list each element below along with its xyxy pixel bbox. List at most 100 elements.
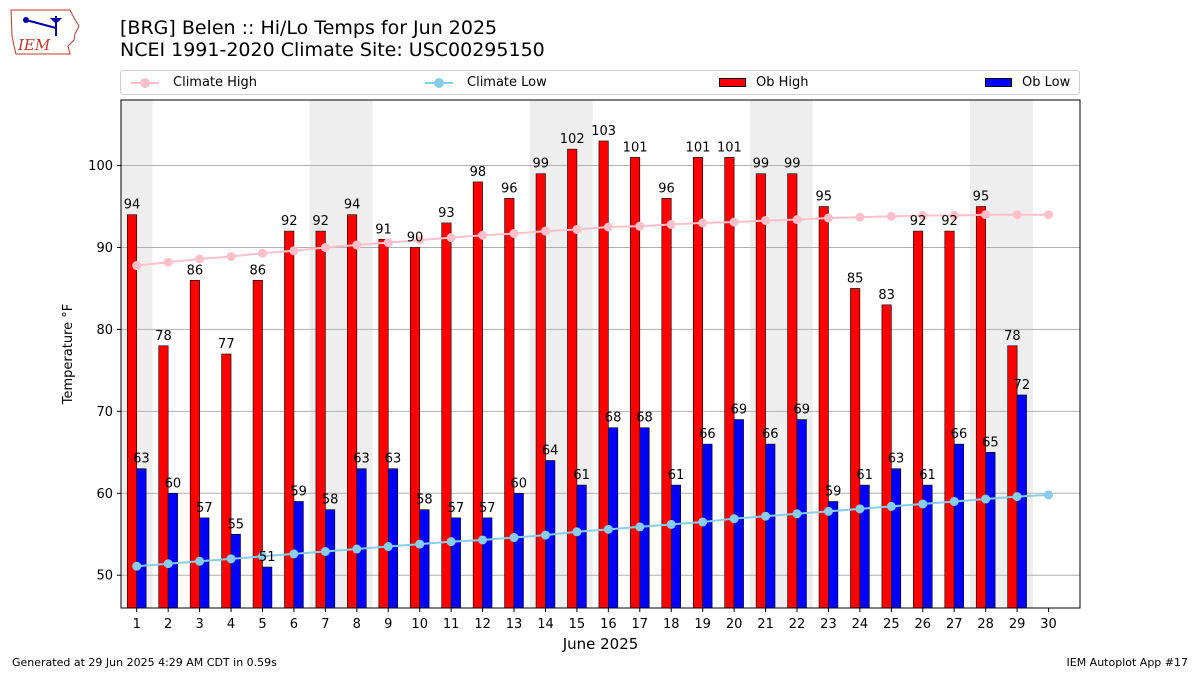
legend-label: Ob Low [1022, 75, 1071, 90]
legend-ob-high: Ob High [719, 71, 809, 94]
climate-low-swatch [425, 77, 453, 88]
ob-high-bar [755, 173, 766, 609]
y-tick-label: 100 [88, 159, 113, 174]
ob-low-bar [859, 484, 870, 609]
ob-high-bar [661, 198, 672, 609]
climate-low-point [320, 546, 330, 556]
ob-high-label: 86 [187, 263, 204, 278]
climate-low-point [352, 544, 362, 554]
x-tick-label: 1 [133, 617, 141, 632]
iem-logo: IEM [10, 9, 80, 55]
ob-low-label: 60 [165, 476, 182, 491]
climate-high-swatch [131, 77, 159, 88]
x-tick-label: 27 [946, 617, 963, 632]
ob-high-label: 92 [941, 214, 958, 229]
ob-low-bar [953, 443, 964, 609]
ob-low-label: 60 [510, 476, 527, 491]
x-tick-label: 11 [443, 617, 460, 632]
ob-high-label: 85 [847, 271, 864, 286]
climate-high-point [383, 238, 393, 248]
x-tick-label: 2 [164, 617, 172, 632]
climate-high-point [226, 251, 236, 261]
ob-high-label: 103 [591, 124, 616, 139]
climate-low-point [792, 509, 802, 519]
ob-low-label: 58 [416, 493, 433, 508]
climate-low-point [729, 514, 739, 524]
ob-low-bar [985, 452, 996, 609]
ob-high-label: 101 [623, 140, 648, 155]
climate-high-point [132, 261, 142, 271]
climate-high-line [136, 213, 1049, 267]
ob-low-label: 65 [982, 435, 999, 450]
climate-low-point [823, 506, 833, 516]
ob-low-bar [356, 468, 367, 609]
climate-low-point [855, 504, 865, 514]
climate-high-point [855, 212, 865, 222]
ob-low-bar [513, 492, 524, 609]
climate-high-point [572, 224, 582, 234]
y-tick-label: 80 [96, 323, 113, 338]
ob-high-label: 83 [878, 288, 895, 303]
ob-low-label: 66 [699, 427, 716, 442]
legend-climate-low: Climate Low [425, 71, 547, 94]
ob-high-bar [818, 206, 829, 609]
legend-label: Ob High [756, 75, 809, 90]
climate-high-point [1012, 210, 1022, 220]
climate-high-point [666, 220, 676, 230]
ob-high-swatch [719, 78, 746, 87]
x-tick-label: 12 [474, 617, 491, 632]
climate-high-point [289, 246, 299, 256]
climate-low-point [132, 561, 142, 571]
x-tick-label: 18 [663, 617, 680, 632]
ob-high-label: 96 [658, 181, 675, 196]
x-tick-label: 8 [353, 617, 361, 632]
ob-low-label: 68 [605, 411, 622, 426]
climate-high-point [540, 226, 550, 236]
climate-high-point [981, 210, 991, 220]
ob-low-label: 66 [762, 427, 779, 442]
ob-high-label: 94 [344, 198, 361, 213]
climate-high-point [698, 218, 708, 228]
ob-high-bar [504, 198, 515, 609]
ob-high-label: 95 [815, 190, 832, 205]
ob-high-label: 77 [218, 337, 235, 352]
climate-high-point [918, 211, 928, 221]
x-tick-label: 13 [506, 617, 523, 632]
climate-low-point [886, 501, 896, 511]
x-axis-label: June 2025 [562, 635, 639, 653]
ob-high-label: 90 [407, 230, 424, 245]
climate-low-point [603, 524, 613, 534]
ob-high-label: 99 [753, 157, 770, 172]
y-axis-label: Temperature °F [61, 304, 76, 405]
climate-low-point [415, 539, 425, 549]
x-tick-label: 28 [977, 617, 994, 632]
ob-low-label: 72 [1014, 378, 1031, 393]
logo-text: IEM [17, 36, 51, 54]
x-tick-label: 24 [852, 617, 869, 632]
ob-high-bar [913, 230, 924, 609]
climate-low-point [226, 554, 236, 564]
ob-high-label: 95 [973, 190, 990, 205]
x-tick-label: 15 [569, 617, 586, 632]
ob-high-bar [221, 353, 232, 609]
ob-low-label: 63 [385, 452, 402, 467]
y-tick-label: 70 [96, 405, 113, 420]
x-tick-label: 23 [820, 617, 837, 632]
climate-low-point [949, 496, 959, 506]
y-tick-label: 60 [96, 487, 113, 502]
ob-low-label: 61 [856, 468, 873, 483]
climate-low-point [1044, 490, 1054, 500]
legend-ob-low: Ob Low [985, 71, 1070, 94]
ob-low-label: 63 [888, 452, 905, 467]
climate-low-point [509, 533, 519, 543]
ob-high-bar [598, 140, 609, 609]
generated-note: Generated at 29 Jun 2025 4:29 AM CDT in … [12, 656, 277, 669]
climate-high-point [886, 211, 896, 221]
ob-low-bar [608, 427, 619, 609]
climate-low-point [446, 537, 456, 547]
ob-low-bar [1016, 394, 1027, 609]
ob-low-bar [733, 419, 744, 609]
ob-high-bar [535, 173, 546, 609]
ob-low-bar [576, 484, 587, 609]
